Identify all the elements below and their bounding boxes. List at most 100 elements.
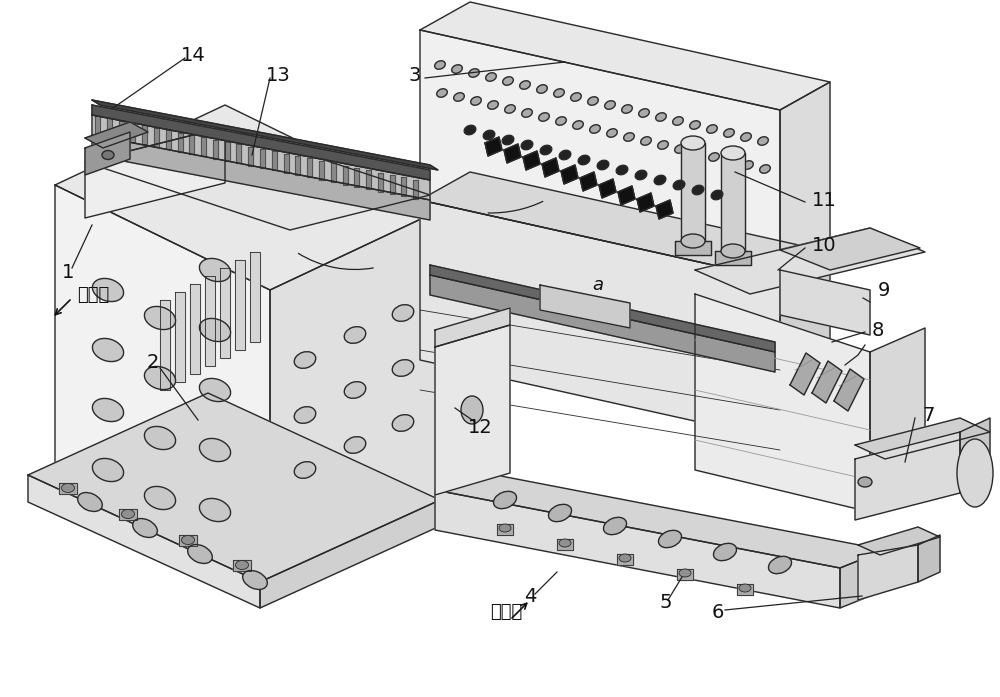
Polygon shape (270, 210, 440, 580)
Ellipse shape (199, 378, 231, 401)
Ellipse shape (540, 145, 552, 155)
Ellipse shape (758, 137, 768, 145)
Ellipse shape (537, 85, 547, 93)
Text: 6: 6 (712, 602, 724, 622)
Ellipse shape (499, 524, 511, 532)
Polygon shape (378, 173, 383, 192)
Ellipse shape (559, 151, 571, 160)
Text: a: a (592, 276, 604, 294)
Polygon shape (617, 554, 633, 565)
Ellipse shape (236, 560, 249, 569)
Polygon shape (430, 275, 775, 372)
Polygon shape (715, 251, 751, 265)
Ellipse shape (521, 140, 533, 150)
Ellipse shape (294, 352, 316, 368)
Ellipse shape (658, 530, 682, 548)
Polygon shape (677, 569, 693, 580)
Ellipse shape (199, 259, 231, 282)
Polygon shape (205, 276, 215, 366)
Ellipse shape (721, 244, 745, 258)
Polygon shape (542, 158, 559, 177)
Text: 7: 7 (922, 406, 934, 424)
Ellipse shape (675, 145, 685, 153)
Ellipse shape (739, 584, 751, 592)
Ellipse shape (92, 459, 124, 482)
Ellipse shape (692, 185, 704, 194)
Polygon shape (918, 535, 940, 582)
Ellipse shape (548, 505, 572, 521)
Polygon shape (435, 308, 510, 347)
Polygon shape (780, 228, 920, 270)
Polygon shape (175, 292, 185, 382)
Polygon shape (248, 146, 253, 166)
Polygon shape (354, 168, 359, 187)
Ellipse shape (603, 517, 627, 535)
Polygon shape (695, 228, 925, 294)
Polygon shape (119, 509, 137, 520)
Polygon shape (737, 584, 753, 595)
Polygon shape (85, 132, 130, 175)
Ellipse shape (188, 544, 212, 563)
Ellipse shape (486, 72, 496, 82)
Ellipse shape (578, 155, 590, 164)
Ellipse shape (483, 130, 495, 139)
Ellipse shape (707, 125, 717, 133)
Polygon shape (179, 535, 197, 546)
Polygon shape (401, 177, 406, 197)
Ellipse shape (92, 399, 124, 422)
Ellipse shape (493, 491, 517, 509)
Ellipse shape (344, 382, 366, 398)
Ellipse shape (624, 132, 634, 141)
Ellipse shape (62, 484, 75, 493)
Polygon shape (840, 550, 885, 608)
Polygon shape (960, 418, 990, 493)
Polygon shape (540, 285, 630, 328)
Ellipse shape (199, 498, 231, 521)
Polygon shape (142, 125, 147, 144)
Ellipse shape (681, 234, 705, 248)
Ellipse shape (743, 161, 753, 169)
Polygon shape (780, 252, 830, 440)
Ellipse shape (144, 427, 176, 450)
Polygon shape (95, 116, 100, 135)
Ellipse shape (690, 121, 700, 129)
Polygon shape (557, 539, 573, 550)
Text: 4: 4 (524, 588, 536, 606)
Polygon shape (190, 284, 200, 374)
Ellipse shape (539, 113, 549, 121)
Ellipse shape (768, 556, 792, 574)
Ellipse shape (673, 181, 685, 190)
Text: 12: 12 (468, 418, 492, 436)
Ellipse shape (133, 519, 157, 537)
Text: 3: 3 (409, 66, 421, 84)
Polygon shape (85, 122, 148, 148)
Ellipse shape (681, 136, 705, 150)
Polygon shape (435, 472, 885, 568)
Text: 14: 14 (181, 45, 205, 65)
Ellipse shape (469, 69, 479, 77)
Polygon shape (166, 130, 171, 149)
Ellipse shape (520, 81, 530, 89)
Ellipse shape (144, 487, 176, 510)
Ellipse shape (464, 125, 476, 135)
Ellipse shape (588, 97, 598, 105)
Ellipse shape (502, 135, 514, 145)
Polygon shape (213, 139, 218, 159)
Polygon shape (656, 200, 673, 219)
Polygon shape (130, 123, 135, 142)
Ellipse shape (243, 571, 267, 590)
Ellipse shape (556, 117, 566, 125)
Polygon shape (420, 30, 780, 280)
Polygon shape (85, 127, 430, 230)
Ellipse shape (102, 151, 114, 160)
Ellipse shape (724, 129, 734, 137)
Ellipse shape (741, 132, 751, 141)
Ellipse shape (605, 101, 615, 109)
Ellipse shape (505, 105, 515, 113)
Ellipse shape (673, 117, 683, 125)
Ellipse shape (122, 510, 135, 519)
Polygon shape (295, 156, 300, 175)
Ellipse shape (471, 97, 481, 105)
Polygon shape (695, 294, 870, 512)
Polygon shape (119, 121, 124, 139)
